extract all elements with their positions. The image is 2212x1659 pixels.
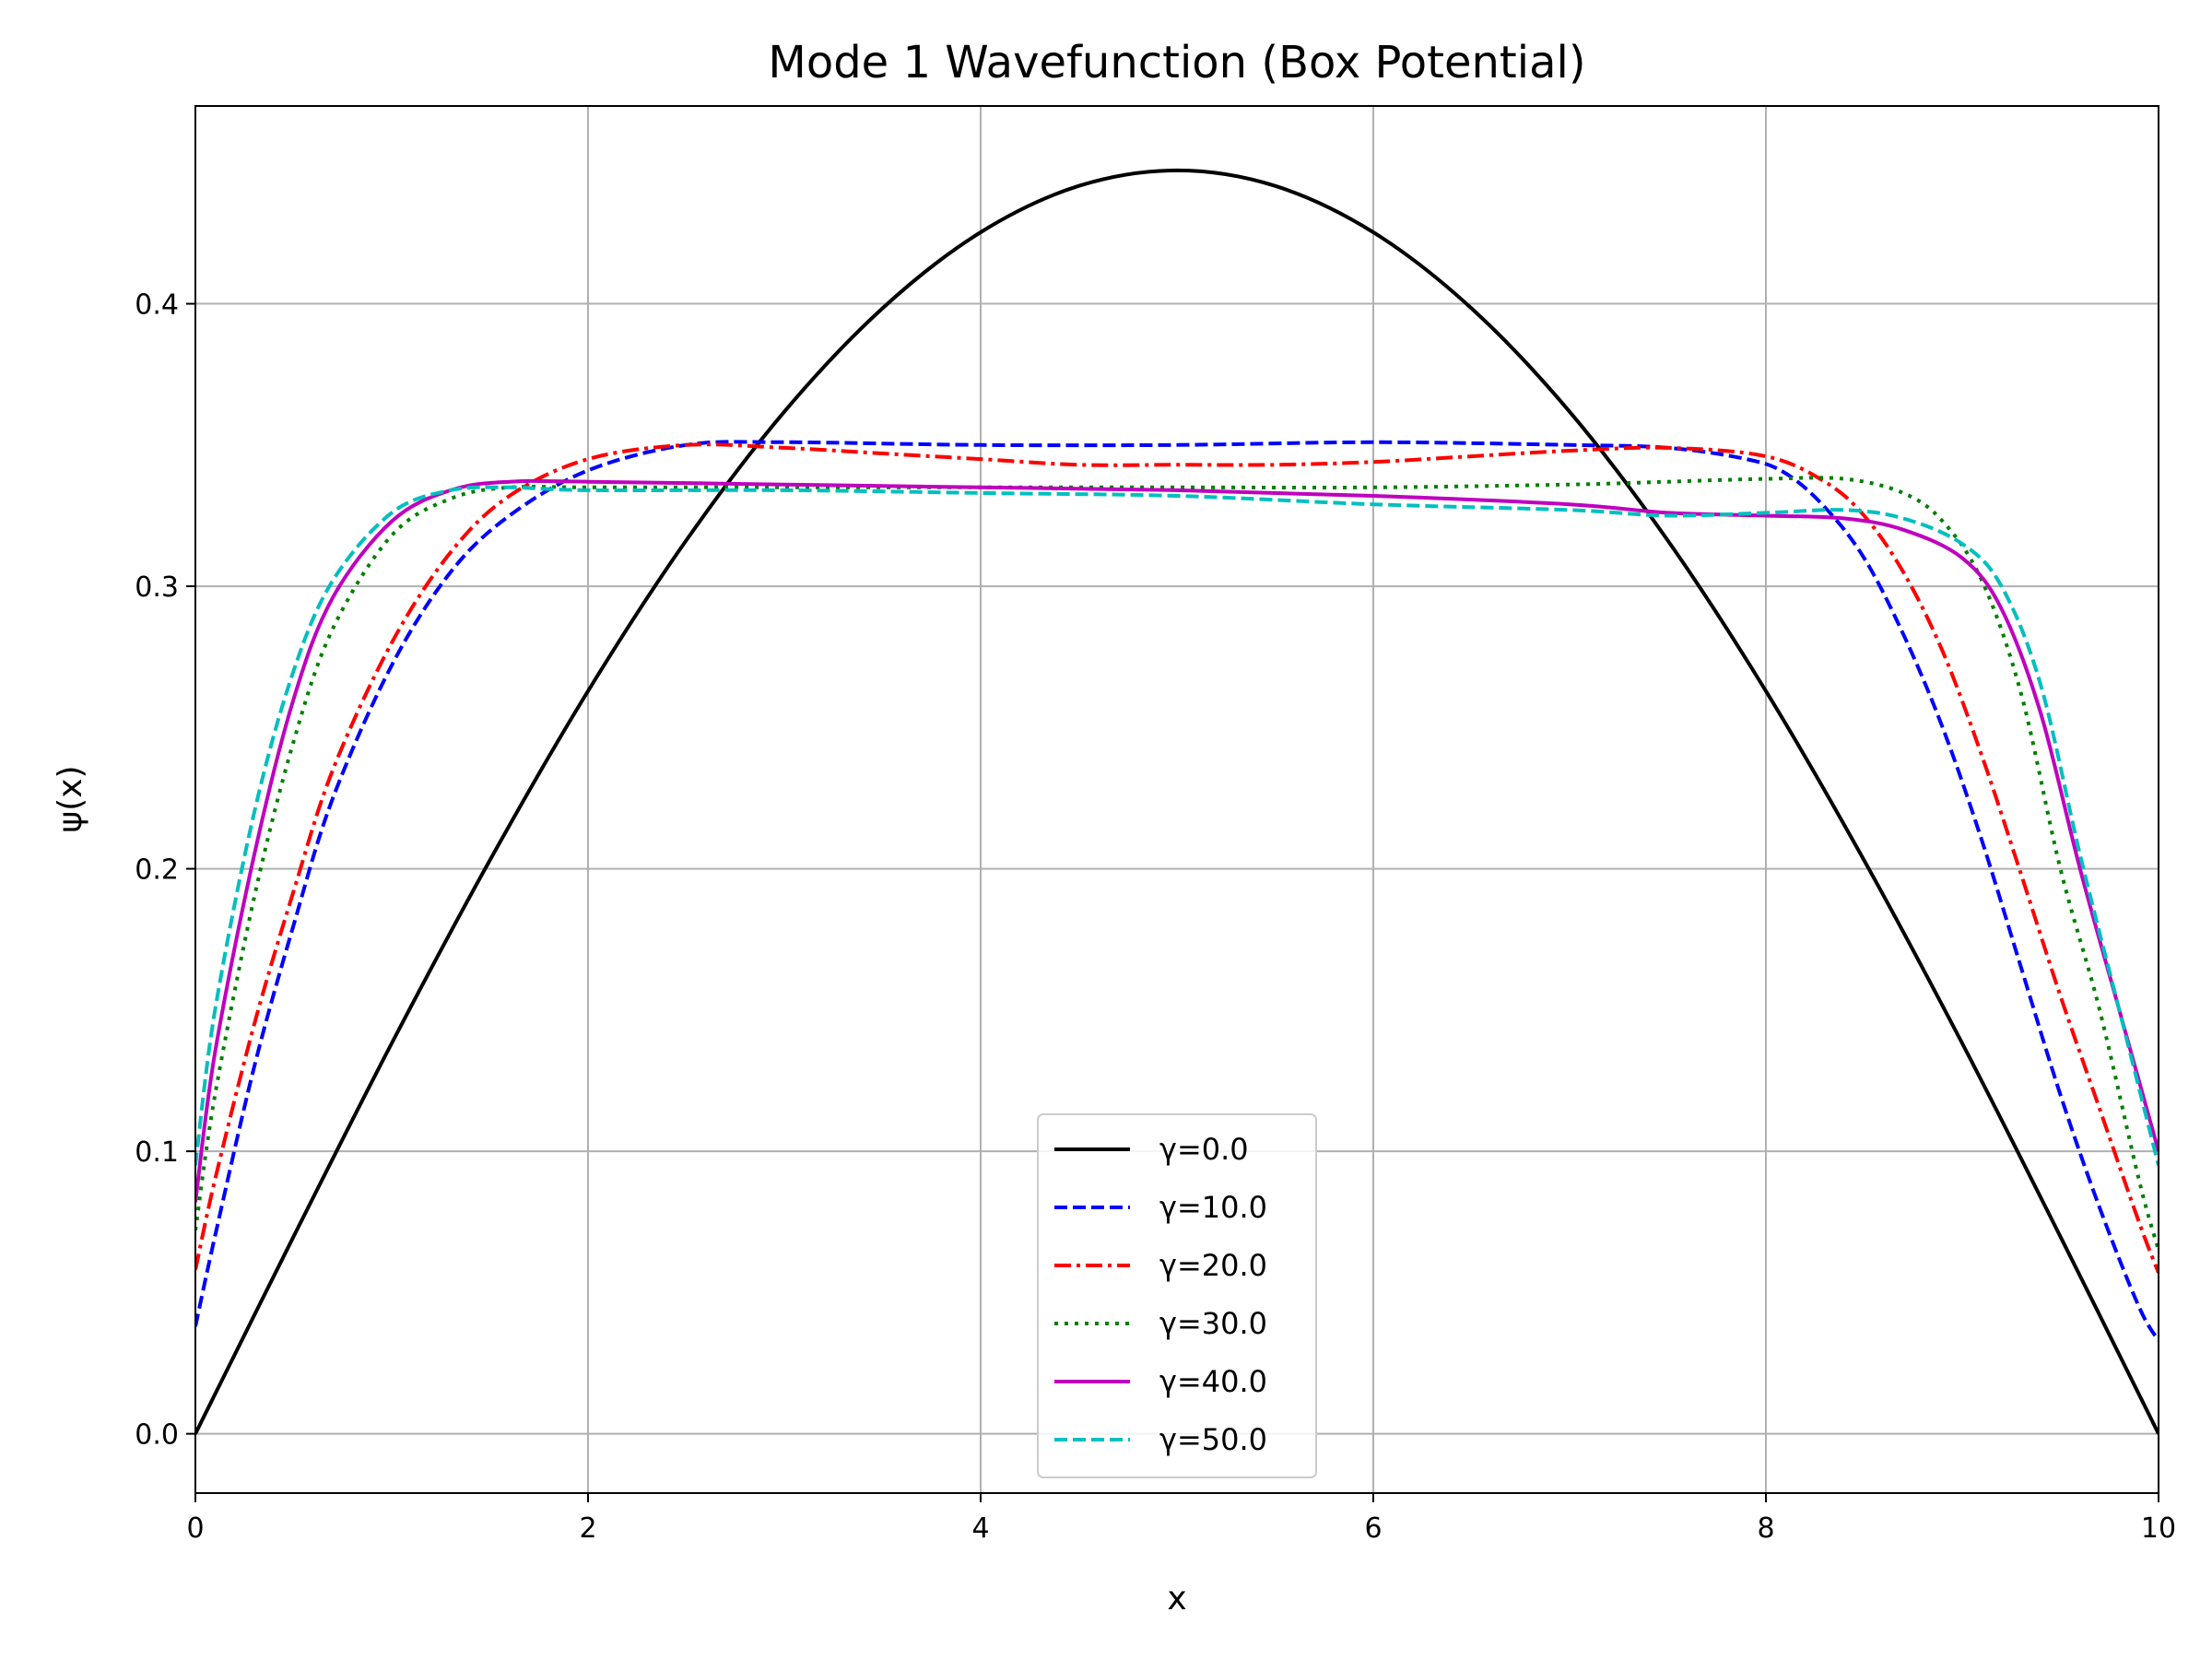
x-tick-label: 2 (579, 1512, 596, 1545)
series-line-3 (195, 476, 2159, 1251)
x-tick-label: 6 (1364, 1512, 1382, 1545)
legend: γ=0.0 γ=10.0 γ=20.0 γ=30.0 γ=40.0 γ=50.0 (1037, 1113, 1317, 1478)
tick-layer: 0 2 4 6 8 10 0.0 0.1 0.2 0.3 0.4 (135, 289, 2176, 1545)
y-tick-label: 0.2 (135, 854, 179, 887)
x-tick-label: 8 (1757, 1512, 1774, 1545)
y-tick-label: 0.1 (135, 1136, 179, 1169)
series-line-5 (195, 485, 2159, 1166)
chart-title: Mode 1 Wavefunction (Box Potential) (768, 37, 1585, 88)
x-tick-label: 0 (186, 1512, 204, 1545)
x-tick-label: 4 (971, 1512, 989, 1545)
legend-label: γ=0.0 (1159, 1132, 1249, 1167)
series-line-4 (195, 478, 2159, 1203)
series-line-1 (195, 440, 2159, 1342)
y-axis-label: ψ(x) (52, 765, 89, 832)
legend-label: γ=20.0 (1159, 1248, 1267, 1283)
legend-label: γ=40.0 (1159, 1364, 1267, 1399)
legend-box (1037, 1113, 1317, 1478)
y-tick-label: 0.0 (135, 1419, 179, 1452)
y-tick-label: 0.4 (135, 289, 179, 322)
x-axis-label: x (1167, 1580, 1186, 1618)
series-line-0 (195, 168, 2159, 1435)
y-tick-label: 0.3 (135, 571, 179, 604)
x-tick-label: 10 (2141, 1512, 2176, 1545)
legend-label: γ=10.0 (1159, 1190, 1267, 1225)
grid-layer (194, 106, 2159, 1493)
series-line-2 (195, 442, 2159, 1274)
legend-label: γ=30.0 (1159, 1306, 1267, 1341)
series-layer (195, 168, 2159, 1435)
plot-frame (194, 105, 2159, 1494)
legend-label: γ=50.0 (1159, 1422, 1267, 1457)
